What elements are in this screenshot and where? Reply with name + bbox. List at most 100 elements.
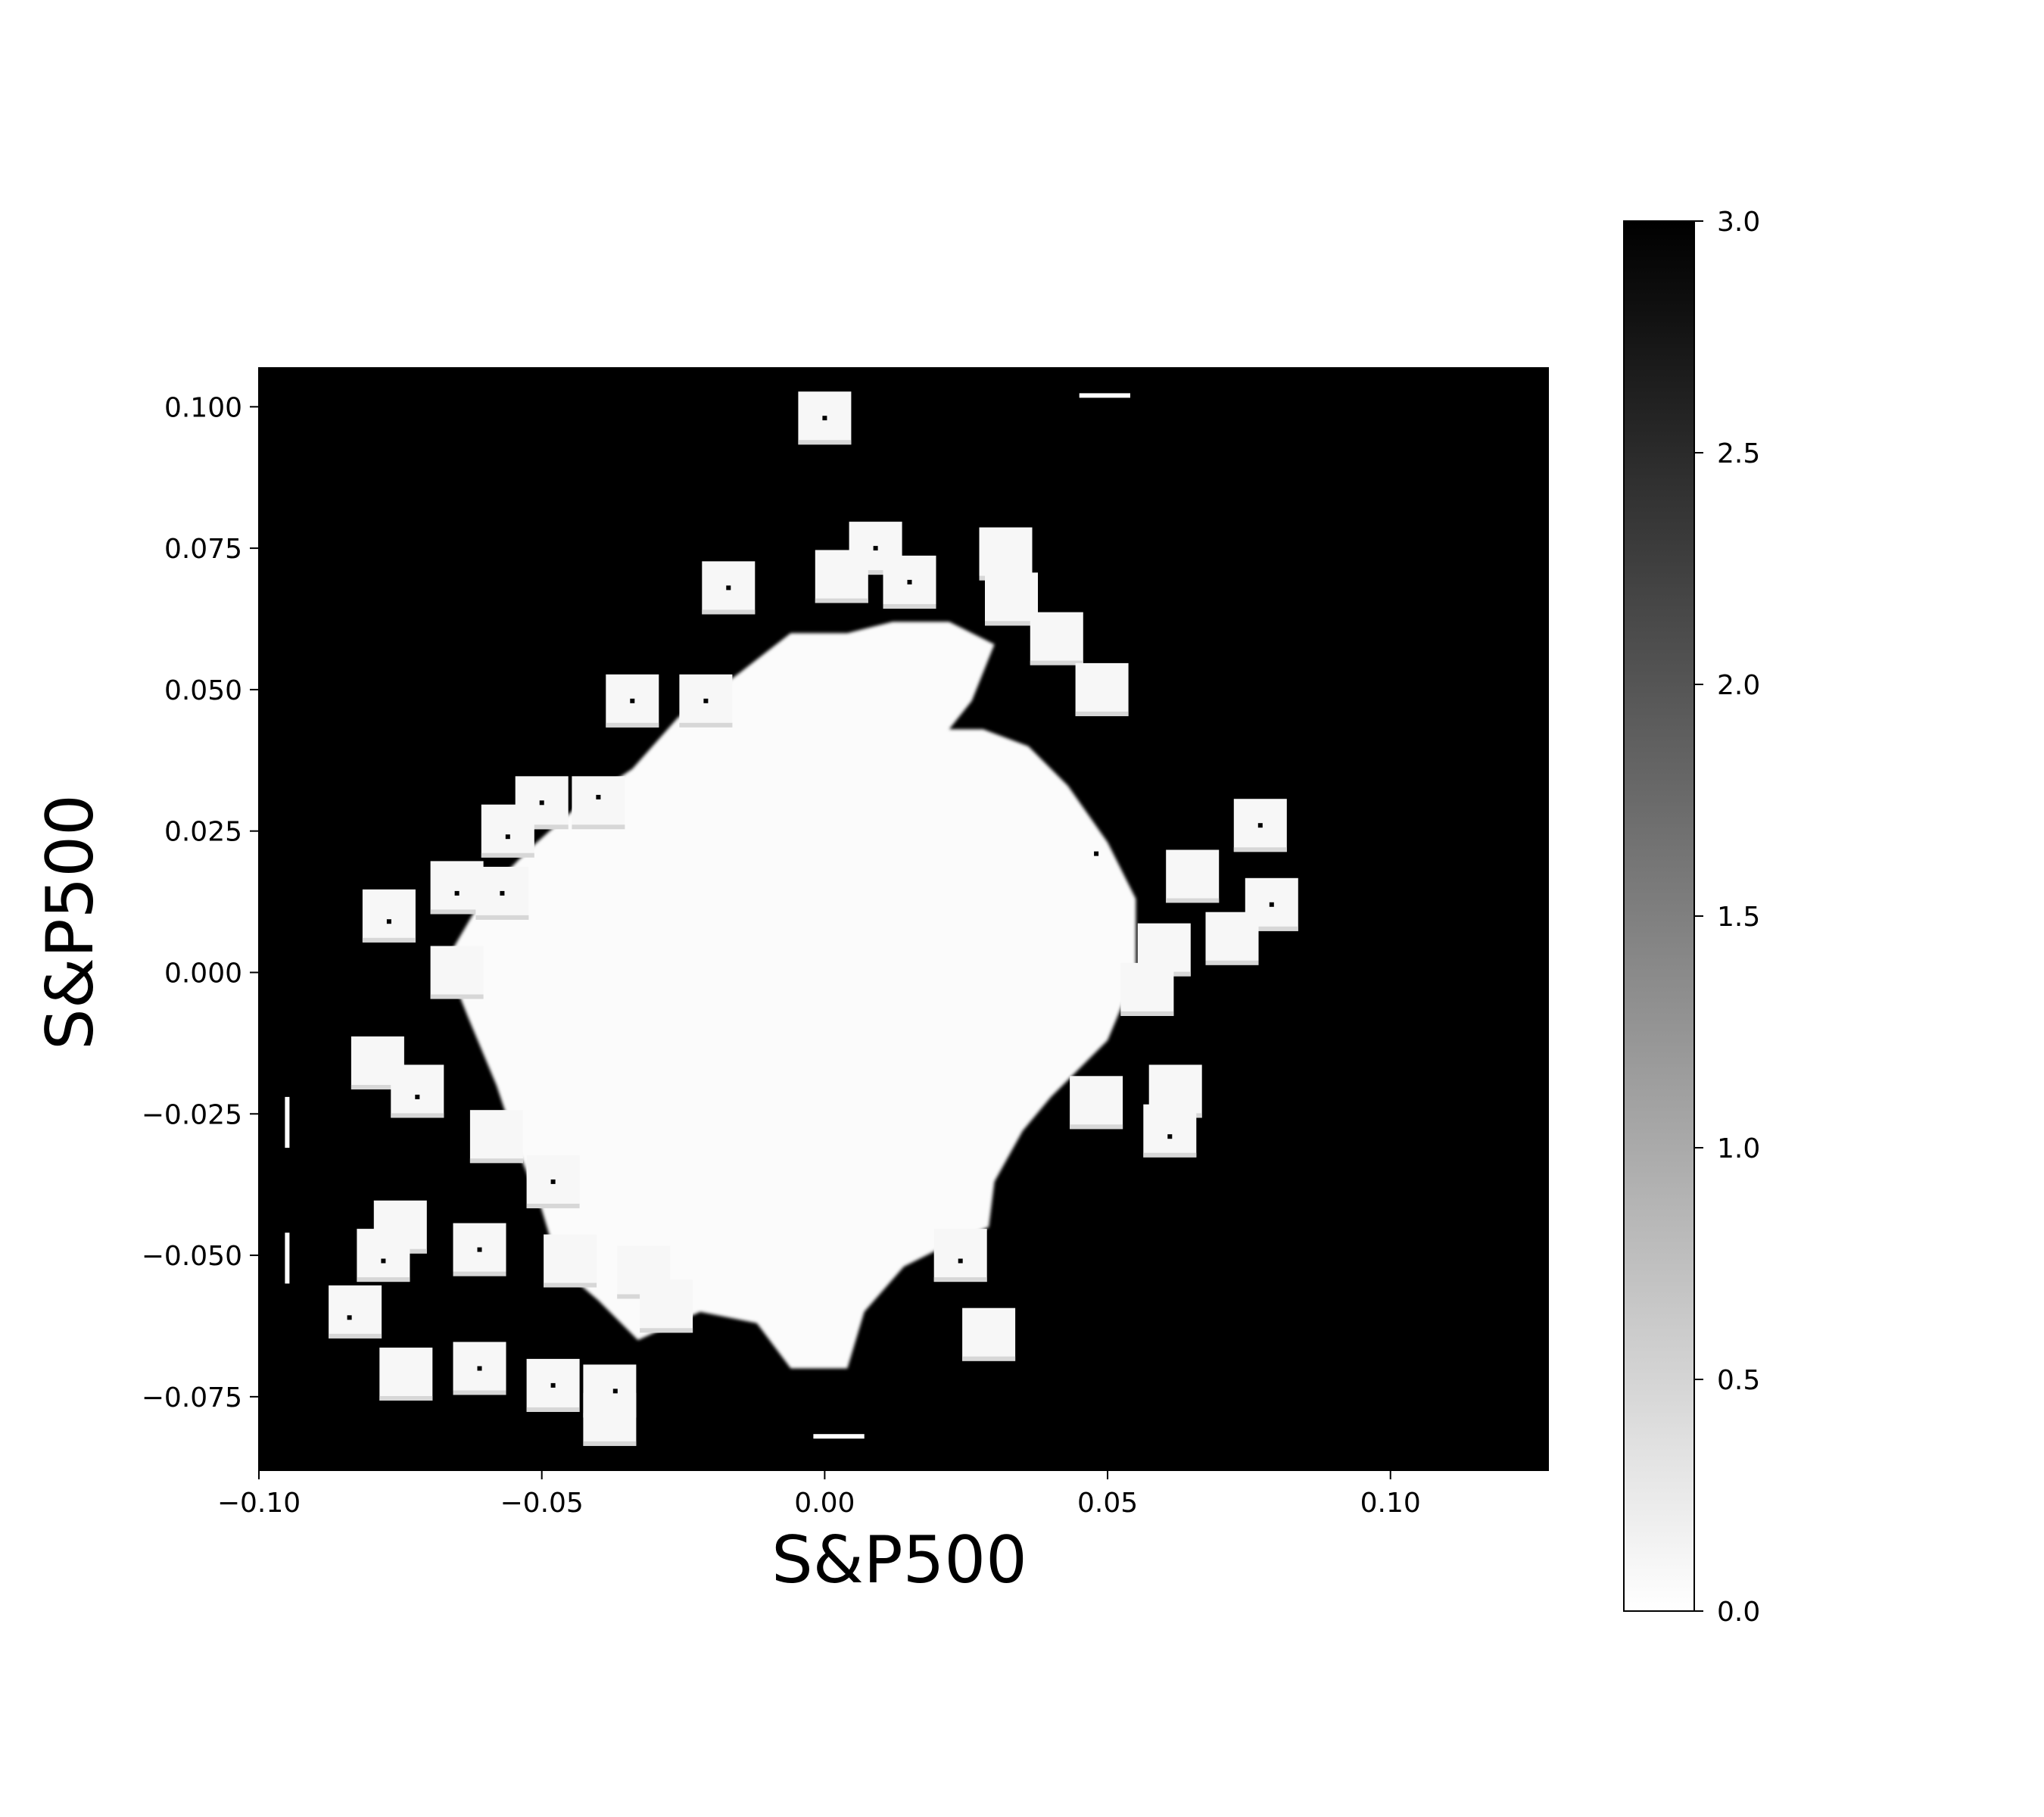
- colorbar-tick-label: 3.0: [1717, 207, 1760, 238]
- outlier-cell: [1120, 962, 1174, 1016]
- center-dot: [630, 698, 635, 703]
- x-tick-label: −0.10: [217, 1488, 301, 1519]
- outlier-cell: [357, 1229, 410, 1282]
- x-tick-label: 0.00: [794, 1488, 855, 1519]
- colorbar-gradient: [1623, 220, 1695, 1612]
- outlier-cell-edge: [883, 603, 936, 609]
- outlier-cell-edge: [815, 598, 868, 603]
- edge-mark: [1079, 393, 1130, 398]
- center-dot: [1257, 823, 1263, 828]
- heatmap-center-dots: [347, 416, 1274, 1394]
- center-dot: [550, 1382, 556, 1388]
- y-tick-label: 0.100: [164, 392, 242, 423]
- outlier-cell-edge: [1120, 1011, 1174, 1016]
- y-tick-label: 0.050: [164, 675, 242, 706]
- edge-mark: [285, 1096, 290, 1148]
- outlier-cell: [979, 527, 1033, 581]
- outlier-cell: [1166, 849, 1220, 903]
- outlier-cell: [933, 1229, 987, 1282]
- center-dot: [454, 890, 460, 896]
- outlier-cell: [469, 1110, 523, 1164]
- heatmap-edge-marks: [285, 393, 1130, 1439]
- center-dot: [500, 890, 505, 896]
- center-dot: [907, 579, 912, 584]
- center-dot: [596, 794, 601, 799]
- x-tick-label: −0.05: [500, 1488, 584, 1519]
- outlier-cell-edge: [962, 1356, 1016, 1361]
- y-axis-title: S&P500: [33, 794, 108, 1050]
- outlier-cell: [815, 550, 868, 603]
- outlier-cell: [391, 1064, 444, 1118]
- outlier-cell: [430, 946, 484, 999]
- outlier-cell-edge: [985, 621, 1038, 626]
- outlier-cell-edge: [391, 1113, 444, 1118]
- x-axis: −0.10 −0.05 0.00 0.05 0.10: [217, 1469, 1549, 1519]
- outlier-cell-edge: [469, 1158, 523, 1164]
- heatmap-outlier-cells: [329, 391, 1298, 1446]
- outlier-cell: [583, 1392, 637, 1446]
- y-tick-label: 0.075: [164, 534, 242, 565]
- center-dot: [1094, 851, 1099, 856]
- outlier-cell-edge: [583, 1441, 637, 1446]
- outlier-cell-edge: [1205, 960, 1259, 965]
- outlier-cell-edge: [1030, 660, 1083, 665]
- outlier-cell: [1143, 1104, 1197, 1158]
- outlier-cell-edge: [606, 722, 659, 728]
- y-axis: 0.100 0.075 0.050 0.025 0.000 −0.025 −0.050 −0.…: [142, 367, 260, 1470]
- outlier-cell-edge: [1233, 847, 1287, 852]
- colorbar: 0.0 0.5 1.0 1.5 2.0 2.5 3.0: [1623, 207, 1760, 1628]
- outlier-cell-edge: [515, 824, 569, 830]
- outlier-cell-edge: [475, 915, 529, 920]
- outlier-cell-edge: [798, 440, 852, 445]
- outlier-cell: [1030, 612, 1083, 665]
- outlier-cell-edge: [329, 1333, 382, 1339]
- outlier-cell-edge: [453, 1271, 506, 1276]
- outlier-cell: [430, 861, 484, 915]
- colorbar-tick-label: 2.5: [1717, 438, 1760, 469]
- y-tick-label: −0.025: [142, 1099, 242, 1130]
- y-tick-label: −0.050: [142, 1241, 242, 1272]
- outlier-cell-edge: [679, 722, 733, 728]
- y-tick-label: −0.075: [142, 1382, 242, 1413]
- center-dot: [958, 1258, 963, 1264]
- center-dot: [539, 800, 544, 806]
- outlier-cell-edge: [1166, 898, 1220, 903]
- outlier-cell-edge: [1070, 1124, 1123, 1130]
- outlier-cell-edge: [640, 1328, 693, 1333]
- center-dot: [505, 834, 510, 840]
- edge-mark: [813, 1434, 865, 1439]
- outlier-cell: [985, 572, 1038, 626]
- outlier-cell: [1075, 662, 1129, 716]
- outlier-cell: [1205, 912, 1259, 965]
- colorbar-tick-label: 0.0: [1717, 1597, 1760, 1628]
- center-dot: [873, 546, 878, 551]
- outlier-cell: [362, 889, 416, 943]
- x-axis-title: S&P500: [771, 1522, 1027, 1598]
- center-dot: [703, 698, 709, 703]
- center-dot: [415, 1094, 420, 1099]
- outlier-cell-edge: [351, 1085, 404, 1089]
- outlier-cell-edge: [357, 1277, 410, 1282]
- colorbar-tick-label: 1.0: [1717, 1133, 1760, 1164]
- outlier-cell-edge: [1143, 1152, 1197, 1158]
- center-dot: [612, 1388, 618, 1394]
- outlier-cell: [379, 1348, 433, 1401]
- colorbar-tick-label: 2.0: [1717, 670, 1760, 701]
- colorbar-tick-label: 0.5: [1717, 1365, 1760, 1396]
- y-tick-label: 0.000: [164, 958, 242, 989]
- center-dot: [550, 1179, 556, 1184]
- outlier-cell: [962, 1307, 1016, 1361]
- x-tick-label: 0.05: [1077, 1488, 1138, 1519]
- outlier-cell-edge: [1245, 926, 1298, 931]
- center-dot: [1269, 902, 1274, 907]
- center-dot: [822, 416, 827, 421]
- outlier-cell: [481, 804, 534, 858]
- outlier-cell-edge: [933, 1277, 987, 1282]
- center-dot: [477, 1366, 482, 1371]
- outlier-cell: [640, 1279, 693, 1333]
- outlier-cell-edge: [1075, 711, 1129, 716]
- center-dot: [347, 1315, 352, 1320]
- x-tick-label: 0.10: [1360, 1488, 1421, 1519]
- outlier-cell-edge: [362, 937, 416, 943]
